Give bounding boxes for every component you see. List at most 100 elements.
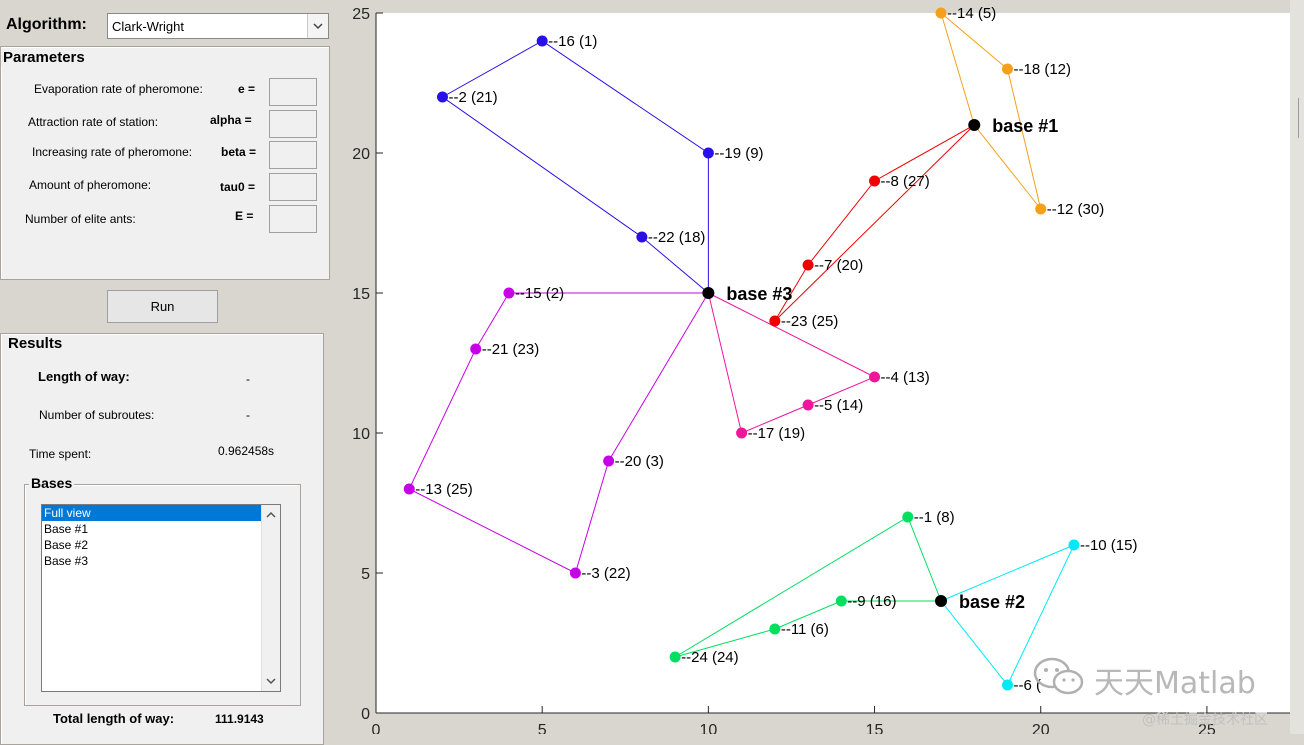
customer-label: --18 (12): [1013, 61, 1071, 78]
customer-label: --15 (2): [515, 285, 564, 302]
y-tick-label: 0: [361, 706, 370, 723]
scroll-up-icon: [266, 511, 276, 518]
base-point[interactable]: [702, 287, 715, 299]
x-tick-label: 10: [699, 722, 717, 734]
customer-label: --20 (3): [615, 453, 664, 470]
customer-label: --22 (18): [648, 229, 706, 246]
param-symbol-tau0: tau0 =: [220, 180, 256, 194]
list-item[interactable]: Base #1: [44, 522, 89, 536]
customer-label: --2 (21): [448, 89, 497, 106]
customer-point[interactable]: [569, 567, 581, 579]
customer-point[interactable]: [603, 455, 615, 467]
customer-point[interactable]: [902, 511, 914, 523]
param-input-tau0[interactable]: [269, 173, 317, 201]
param-label-attraction: Attraction rate of station:: [28, 115, 159, 129]
customer-point[interactable]: [802, 399, 814, 411]
customer-point[interactable]: [935, 7, 947, 19]
customer-label: --7 (20): [814, 257, 863, 274]
y-tick-label: 10: [352, 426, 370, 443]
customer-point[interactable]: [769, 315, 781, 327]
customer-label: --9 (16): [847, 593, 896, 610]
x-tick-label: 0: [372, 722, 381, 734]
total-length-value: 111.9143: [215, 712, 264, 726]
customer-label: --21 (23): [482, 341, 540, 358]
x-tick-label: 15: [866, 722, 884, 734]
customer-label: --13 (25): [415, 481, 473, 498]
customer-label: --19 (9): [714, 145, 763, 162]
customer-point[interactable]: [536, 35, 548, 47]
param-symbol-e: e =: [238, 82, 256, 96]
customer-point[interactable]: [636, 231, 648, 243]
subroutes-value: -: [246, 408, 250, 422]
list-item[interactable]: Full view: [42, 505, 262, 521]
param-symbol-alpha: alpha =: [210, 113, 252, 127]
listbox-scrollbar[interactable]: [261, 505, 280, 691]
customer-label: --10 (15): [1080, 537, 1138, 554]
route-line: [441, 40, 709, 294]
y-tick-label: 15: [352, 286, 370, 303]
subroutes-label: Number of subroutes:: [39, 408, 155, 422]
y-tick-label: 25: [352, 6, 370, 23]
base-label: base #2: [959, 592, 1025, 612]
wechat-logo-icon: [1032, 655, 1092, 699]
parameters-title: Parameters: [1, 49, 87, 66]
customer-label: --17 (19): [748, 425, 806, 442]
x-tick-label: 25: [1198, 722, 1216, 734]
param-label-amount: Amount of pheromone:: [29, 178, 152, 192]
plot-area: [376, 13, 1290, 713]
total-length-label: Total length of way:: [53, 711, 175, 726]
base-point[interactable]: [968, 119, 981, 131]
customer-label: --11 (6): [781, 621, 829, 638]
customer-label: --16 (1): [548, 33, 597, 50]
customer-point[interactable]: [403, 483, 415, 495]
list-item[interactable]: Base #3: [44, 554, 89, 568]
customer-point[interactable]: [1068, 539, 1080, 551]
param-input-beta[interactable]: [269, 141, 317, 169]
param-input-alpha[interactable]: [269, 110, 317, 138]
customer-label: --4 (13): [881, 369, 930, 386]
bases-listbox[interactable]: Full view Base #1 Base #2 Base #3: [41, 504, 281, 692]
list-item[interactable]: Base #2: [44, 538, 89, 552]
algorithm-select[interactable]: Clark-Wright: [107, 13, 329, 39]
param-input-E[interactable]: [269, 205, 317, 233]
run-button[interactable]: Run: [107, 290, 218, 323]
customer-point[interactable]: [1001, 63, 1013, 75]
customer-point[interactable]: [436, 91, 448, 103]
customer-point[interactable]: [869, 175, 881, 187]
customer-point[interactable]: [702, 147, 714, 159]
bases-title: Bases: [29, 475, 75, 491]
param-input-e[interactable]: [269, 78, 317, 106]
customer-point[interactable]: [1035, 203, 1047, 215]
param-label-increasing: Increasing rate of pheromone:: [32, 145, 193, 159]
base-point[interactable]: [935, 595, 948, 607]
chevron-down-icon[interactable]: [307, 14, 328, 38]
customer-point[interactable]: [470, 343, 482, 355]
route-plot[interactable]: --14 (5) --18 (12) --12 (30) --8 (27) --7 (2…: [340, 0, 1290, 734]
customer-point[interactable]: [503, 287, 515, 299]
customer-point[interactable]: [802, 259, 814, 271]
customer-label: --1 (8): [914, 509, 955, 526]
customer-point[interactable]: [1001, 679, 1013, 691]
time-spent-value: 0.962458s: [218, 444, 275, 458]
customer-point[interactable]: [669, 651, 681, 663]
x-tick-label: 20: [1032, 722, 1050, 734]
param-symbol-beta: beta =: [221, 145, 257, 159]
length-of-way-label: Length of way:: [38, 369, 130, 384]
algorithm-label: Algorithm:: [6, 16, 87, 33]
customer-label: --23 (25): [781, 313, 839, 330]
param-label-evaporation: Evaporation rate of pheromone:: [34, 82, 203, 96]
y-tick-label: 20: [352, 146, 370, 163]
customer-point[interactable]: [769, 623, 781, 635]
customer-point[interactable]: [835, 595, 847, 607]
param-label-elite: Number of elite ants:: [25, 212, 136, 226]
bases-group: [24, 484, 301, 706]
param-symbol-E: E =: [235, 209, 254, 223]
watermark-subtext: @稀土掘金技术社区: [1142, 712, 1268, 728]
watermark-text: 天天Matlab: [1094, 666, 1256, 701]
algorithm-select-value: Clark-Wright: [112, 19, 184, 34]
base-label: base #3: [726, 284, 792, 304]
time-spent-label: Time spent:: [29, 447, 92, 461]
route-line: [940, 544, 1075, 686]
customer-point[interactable]: [869, 371, 881, 383]
customer-point[interactable]: [736, 427, 748, 439]
